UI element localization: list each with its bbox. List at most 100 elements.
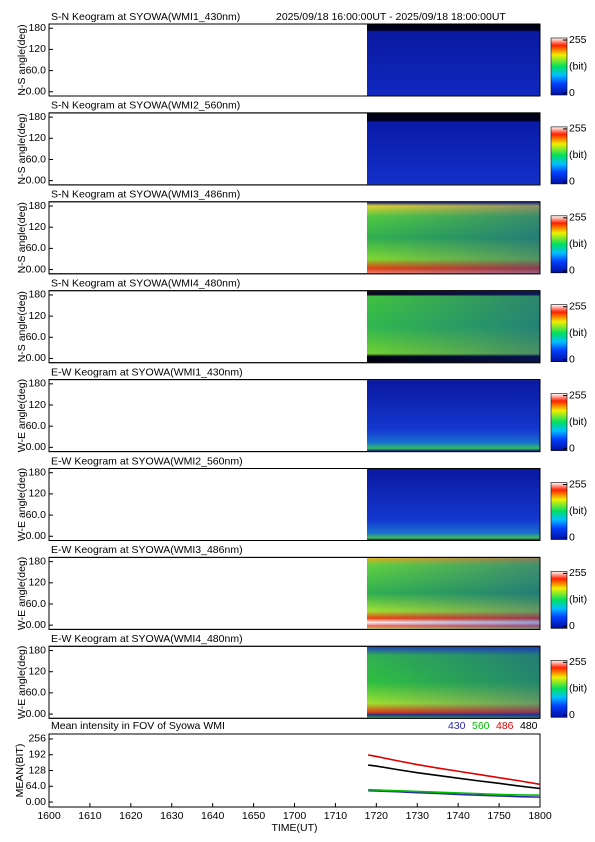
colorbar-label: (bit) <box>569 416 587 428</box>
colorbar <box>550 215 568 274</box>
y-tick-label: 120 <box>28 488 46 500</box>
y-tick-label: 180 <box>28 467 46 479</box>
colorbar <box>550 304 568 363</box>
y-axis-label: N-S angle(deg) <box>16 291 28 362</box>
series-line <box>368 754 541 786</box>
colorbar-tick-label: 0 <box>569 531 575 543</box>
y-tick-label: 0.00 <box>26 441 47 453</box>
keogram-shade <box>367 291 540 363</box>
y-tick-label: 120 <box>28 43 46 55</box>
x-tick-label: 1800 <box>528 810 552 822</box>
y-axis-label: N-S angle(deg) <box>16 113 28 184</box>
colorbar-tick-label: 255 <box>569 656 587 668</box>
x-tick-label: 1630 <box>160 810 184 822</box>
y-axis-label: W-E angle(deg) <box>16 557 28 630</box>
keogram-shade <box>367 646 540 718</box>
y-tick-label: 120 <box>28 132 46 144</box>
y-tick-label: 120 <box>28 310 46 322</box>
x-tick-label: 1620 <box>119 810 143 822</box>
y-tick-label: 180 <box>28 111 46 123</box>
y-tick-label: 180 <box>28 200 46 212</box>
colorbar <box>550 126 568 185</box>
x-tick-label: 1740 <box>446 810 470 822</box>
y-tick-label: 180 <box>28 289 46 301</box>
colorbar-tick-label: 0 <box>569 87 575 99</box>
colorbar-tick-label: 0 <box>569 265 575 277</box>
x-tick-label: 1720 <box>365 810 389 822</box>
x-tick-label: 1730 <box>406 810 430 822</box>
colorbar <box>550 659 568 718</box>
colorbar-tick-label: 255 <box>569 34 587 46</box>
y-tick-label: 60.0 <box>26 242 47 254</box>
y-tick-label: 256 <box>28 733 46 745</box>
y-axis-label: W-E angle(deg) <box>16 379 28 452</box>
y-tick-label: 60.0 <box>26 687 47 699</box>
y-tick-label: 0.00 <box>26 352 47 364</box>
colorbar-label: (bit) <box>569 505 587 517</box>
y-tick-label: 0.00 <box>26 530 47 542</box>
y-tick-label: 0.00 <box>26 263 47 275</box>
colorbar-label: (bit) <box>569 60 587 72</box>
keogram-image <box>367 24 540 96</box>
panel-title: S-N Keogram at SYOWA(WMI3_486nm) <box>51 189 240 201</box>
keogram-image <box>367 469 540 540</box>
y-axis-label: MEAN(BIT) <box>14 744 26 798</box>
panel-title: S-N Keogram at SYOWA(WMI2_560nm) <box>51 100 240 112</box>
colorbar-tick-label: 0 <box>569 176 575 188</box>
y-tick-label: 0.00 <box>26 86 47 98</box>
colorbar-tick-label: 255 <box>569 478 587 490</box>
x-tick-label: 1710 <box>324 810 348 822</box>
y-tick-label: 180 <box>28 378 46 390</box>
y-tick-label: 192 <box>28 748 46 760</box>
plot-frame <box>48 733 541 808</box>
x-tick-label: 1610 <box>78 810 102 822</box>
colorbar-tick-label: 255 <box>569 567 587 579</box>
y-tick-label: 120 <box>28 221 46 233</box>
y-tick-label: 0.00 <box>26 796 47 808</box>
y-tick-label: 60.0 <box>26 420 47 432</box>
plot-border <box>48 23 541 97</box>
keogram-shade <box>367 202 540 274</box>
y-tick-label: 180 <box>28 22 46 34</box>
plot-border <box>48 645 541 719</box>
plot-border <box>48 379 541 453</box>
colorbar-tick-label: 0 <box>569 620 575 632</box>
keogram-image <box>367 380 540 452</box>
x-axis-label: TIME(UT) <box>271 822 317 834</box>
x-tick-label: 1650 <box>242 810 266 822</box>
panel-title: E-W Keogram at SYOWA(WMI2_560nm) <box>51 455 243 467</box>
y-tick-label: 180 <box>28 555 46 567</box>
keogram-image <box>367 113 540 185</box>
colorbar-label: (bit) <box>569 683 587 695</box>
panel-title: Mean intensity in FOV of Syowa WMI <box>51 720 225 732</box>
keogram-shade <box>367 557 540 629</box>
panel-title: E-W Keogram at SYOWA(WMI4_480nm) <box>51 633 243 645</box>
plot-border <box>48 112 541 186</box>
series-line <box>368 789 541 798</box>
colorbar <box>550 393 568 451</box>
x-tick-label: 1600 <box>37 810 61 822</box>
y-axis-label: N-S angle(deg) <box>16 24 28 95</box>
x-tick-label: 1750 <box>487 810 511 822</box>
plot-border <box>48 290 541 364</box>
colorbar-label: (bit) <box>569 149 587 161</box>
y-tick-label: 60.0 <box>26 331 47 343</box>
x-tick-label: 1700 <box>283 810 307 822</box>
colorbar-tick-label: 255 <box>569 212 587 224</box>
colorbar-tick-label: 255 <box>569 123 587 135</box>
y-axis-label: N-S angle(deg) <box>16 202 28 273</box>
legend-entry: 486 <box>496 720 514 732</box>
colorbar <box>550 482 568 540</box>
legend-entry: 480 <box>520 720 538 732</box>
plot-border <box>48 556 541 630</box>
plot-border <box>48 201 541 275</box>
y-tick-label: 60.0 <box>26 598 47 610</box>
y-tick-label: 180 <box>28 644 46 656</box>
series-line <box>368 788 541 796</box>
colorbar <box>550 37 568 96</box>
panel-subtitle: 2025/09/18 16:00:00UT - 2025/09/18 18:00… <box>276 11 506 23</box>
colorbar-tick-label: 0 <box>569 709 575 721</box>
y-tick-label: 120 <box>28 399 46 411</box>
colorbar-label: (bit) <box>569 238 587 250</box>
